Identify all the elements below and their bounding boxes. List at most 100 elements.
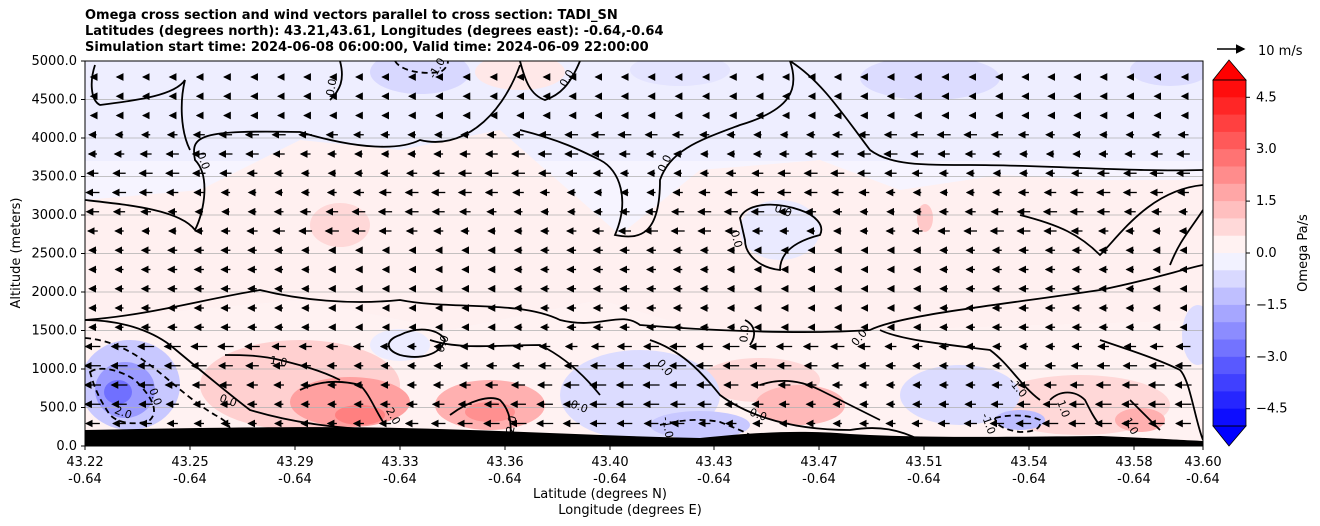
colorbar-segment — [1213, 149, 1246, 167]
y-tick-label: 0.0 — [56, 439, 77, 454]
x-tick-label-lon: -0.64 — [383, 472, 417, 487]
fill-pos-core-5 — [465, 402, 515, 422]
colorbar-segment — [1213, 304, 1246, 323]
colorbar-segment — [1213, 356, 1246, 375]
x-tick-label-lon: -0.64 — [802, 472, 836, 487]
x-tick-label-lat: 43.25 — [171, 455, 208, 470]
fill-neg-right — [1182, 305, 1203, 365]
contour-neg-top — [394, 61, 449, 74]
colorbar-segments — [1213, 80, 1246, 427]
y-tick-label: 2000.0 — [32, 285, 78, 300]
x-tick-label-lat: 43.60 — [1184, 455, 1221, 470]
fill-pos-mid-2 — [917, 204, 933, 232]
omega-fill — [85, 61, 1203, 446]
colorbar-tick-label: −4.5 — [1256, 402, 1288, 417]
fill-neg-small — [370, 329, 430, 361]
contour-label: 0.0 — [146, 386, 164, 407]
colorbar-label: Omega Pa/s — [1296, 214, 1311, 292]
x-tick-label-lat: 43.43 — [695, 455, 732, 470]
x-tick-label-lon: -0.64 — [907, 472, 941, 487]
contour-zero-left-low — [85, 319, 401, 431]
x-axis-label: Latitude (degrees N) — [533, 487, 667, 502]
x-axis: 43.22 -0.64 43.25 -0.64 43.29 -0.64 43.33 -0.64… — [66, 446, 1222, 487]
y-tick-label: 1500.0 — [32, 324, 78, 339]
contour-label: 0.0 — [748, 406, 769, 424]
colorbar-tick-label: 0.0 — [1256, 246, 1277, 261]
y-tick-label: 2500.0 — [32, 247, 78, 262]
contour-zero-right — [1019, 184, 1203, 257]
y-tick-label: 5000.0 — [32, 54, 78, 69]
contour-zero-loop — [387, 328, 446, 358]
contour-label: 0.0 — [737, 324, 751, 343]
colorbar: 4.5 3.0 1.5 0.0 −1.5 −3.0 −4.5 Omega Pa/s — [1212, 59, 1311, 447]
colorbar-tick-label: −3.0 — [1256, 350, 1288, 365]
y-tick-label: 1000.0 — [32, 362, 78, 377]
contour-label: 2.0 — [113, 404, 134, 422]
colorbar-tick-label: 3.0 — [1256, 142, 1277, 157]
fill-neg-core-3 — [104, 380, 132, 404]
x-tick-label-lat: 43.54 — [1010, 455, 1047, 470]
colorbar-segment — [1213, 114, 1246, 133]
contour-one-right — [1049, 391, 1101, 426]
x-tick-label-lon: -0.64 — [488, 472, 522, 487]
contour-one-left — [224, 354, 341, 381]
x-tick-label-lat: 43.29 — [276, 455, 313, 470]
x-axis-label-2: Longitude (degrees E) — [558, 503, 702, 518]
contour-zero-upper-6 — [789, 61, 1203, 172]
colorbar-segment — [1213, 374, 1246, 392]
colorbar-segment — [1213, 80, 1246, 98]
x-tick-label-lon: -0.64 — [1117, 472, 1151, 487]
chart-title-line-2: Latitudes (degrees north): 43.21,43.61, … — [85, 24, 664, 39]
x-tick-label-lon: -0.64 — [1186, 472, 1220, 487]
fill-pos-mid-1 — [310, 203, 370, 247]
fill-neg-top-2 — [630, 61, 730, 86]
x-tick-label-lon: -0.64 — [1012, 472, 1046, 487]
colorbar-segment — [1213, 339, 1246, 358]
colorbar-tick-label: 1.5 — [1256, 194, 1277, 209]
contour-zero-upper-1 — [85, 64, 521, 232]
terrain — [85, 427, 1203, 446]
contour-neg-right — [994, 414, 1042, 433]
quiver-key-label: 10 m/s — [1258, 44, 1303, 59]
colorbar-segment — [1213, 97, 1246, 116]
colorbar-extend-top — [1212, 59, 1247, 81]
colorbar-segment — [1213, 253, 1246, 271]
y-tick-label: 4500.0 — [32, 93, 78, 108]
fill-neg-low-3 — [900, 365, 1020, 425]
plot-area: 0.0 -1.0 0.0 0.0 0.0 0.0 0.0 0.0 0.0 0.0… — [84, 56, 1204, 447]
x-tick-label-lat: 43.40 — [591, 455, 628, 470]
fill-neg-top-1 — [370, 61, 470, 94]
x-tick-label-lat: 43.33 — [381, 455, 418, 470]
colorbar-segment — [1213, 218, 1246, 237]
contour-neg-center — [659, 418, 751, 436]
y-axis: 0.0 500.0 1000.0 1500.0 2000.0 2500.0 3000.0 35… — [32, 54, 85, 454]
contour-label: 1.0 — [1054, 398, 1072, 419]
chart-title-line-3: Simulation start time: 2024-06-08 06:00:… — [85, 40, 649, 55]
omega-contours — [85, 61, 1203, 441]
contour-zero-low — [85, 264, 1203, 333]
quiver-key: 10 m/s — [1217, 44, 1303, 59]
colorbar-segment — [1213, 408, 1246, 427]
contour-label: 0.0 — [569, 398, 590, 416]
colorbar-segment — [1213, 270, 1246, 289]
contour-neg-left-2 — [88, 367, 155, 425]
colorbar-segment — [1213, 201, 1246, 219]
x-tick-label-lat: 43.51 — [905, 455, 942, 470]
contour-one-right-2 — [1129, 399, 1161, 431]
contour-label: 0.0 — [324, 78, 340, 97]
y-axis-label: Altitude (meters) — [9, 198, 24, 309]
colorbar-segment — [1213, 235, 1246, 254]
wind-vectors — [85, 73, 1192, 428]
contour-zero-center-2 — [649, 339, 921, 441]
chart-title-line-1: Omega cross section and wind vectors par… — [85, 8, 618, 23]
y-tick-label: 500.0 — [40, 401, 77, 416]
fill-pos-core-7 — [755, 385, 845, 425]
x-tick-label-lon: -0.64 — [173, 472, 207, 487]
colorbar-segment — [1213, 322, 1246, 340]
colorbar-extend-bottom — [1212, 425, 1247, 447]
contour-zero-mid — [739, 203, 823, 271]
colorbar-segment — [1213, 166, 1246, 185]
colorbar-segment — [1213, 183, 1246, 202]
colorbar-tick-label: −1.5 — [1256, 298, 1288, 313]
